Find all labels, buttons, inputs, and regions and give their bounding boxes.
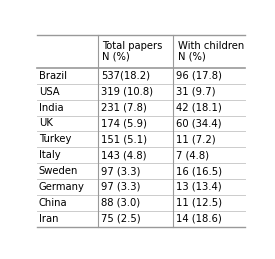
- Text: Brazil: Brazil: [39, 71, 67, 81]
- Text: UK: UK: [39, 118, 53, 128]
- Text: 88 (3.0): 88 (3.0): [101, 198, 141, 208]
- Text: 97 (3.3): 97 (3.3): [101, 182, 141, 192]
- Text: Turkey: Turkey: [39, 134, 71, 144]
- Text: 174 (5.9): 174 (5.9): [101, 118, 147, 128]
- Text: USA: USA: [39, 87, 59, 97]
- Text: 537(18.2): 537(18.2): [101, 71, 150, 81]
- Text: 60 (34.4): 60 (34.4): [177, 118, 222, 128]
- Text: Sweden: Sweden: [39, 166, 78, 176]
- Text: N (%): N (%): [178, 52, 205, 62]
- Text: 319 (10.8): 319 (10.8): [101, 87, 153, 97]
- Text: N (%): N (%): [102, 52, 130, 62]
- Text: 7 (4.8): 7 (4.8): [177, 150, 210, 160]
- Text: China: China: [39, 198, 67, 208]
- Text: 151 (5.1): 151 (5.1): [101, 134, 147, 144]
- Text: 97 (3.3): 97 (3.3): [101, 166, 141, 176]
- Text: 42 (18.1): 42 (18.1): [177, 103, 222, 113]
- Text: 11 (12.5): 11 (12.5): [177, 198, 222, 208]
- Text: 14 (18.6): 14 (18.6): [177, 214, 222, 224]
- Text: Iran: Iran: [39, 214, 58, 224]
- Text: 75 (2.5): 75 (2.5): [101, 214, 141, 224]
- Text: Italy: Italy: [39, 150, 60, 160]
- Text: 143 (4.8): 143 (4.8): [101, 150, 147, 160]
- Text: 16 (16.5): 16 (16.5): [177, 166, 222, 176]
- Text: India: India: [39, 103, 63, 113]
- Text: 11 (7.2): 11 (7.2): [177, 134, 216, 144]
- Text: Germany: Germany: [39, 182, 84, 192]
- Text: 96 (17.8): 96 (17.8): [177, 71, 222, 81]
- Text: Total papers: Total papers: [102, 41, 163, 52]
- Text: 31 (9.7): 31 (9.7): [177, 87, 216, 97]
- Text: 231 (7.8): 231 (7.8): [101, 103, 147, 113]
- Text: 13 (13.4): 13 (13.4): [177, 182, 222, 192]
- Text: With children: With children: [178, 41, 244, 52]
